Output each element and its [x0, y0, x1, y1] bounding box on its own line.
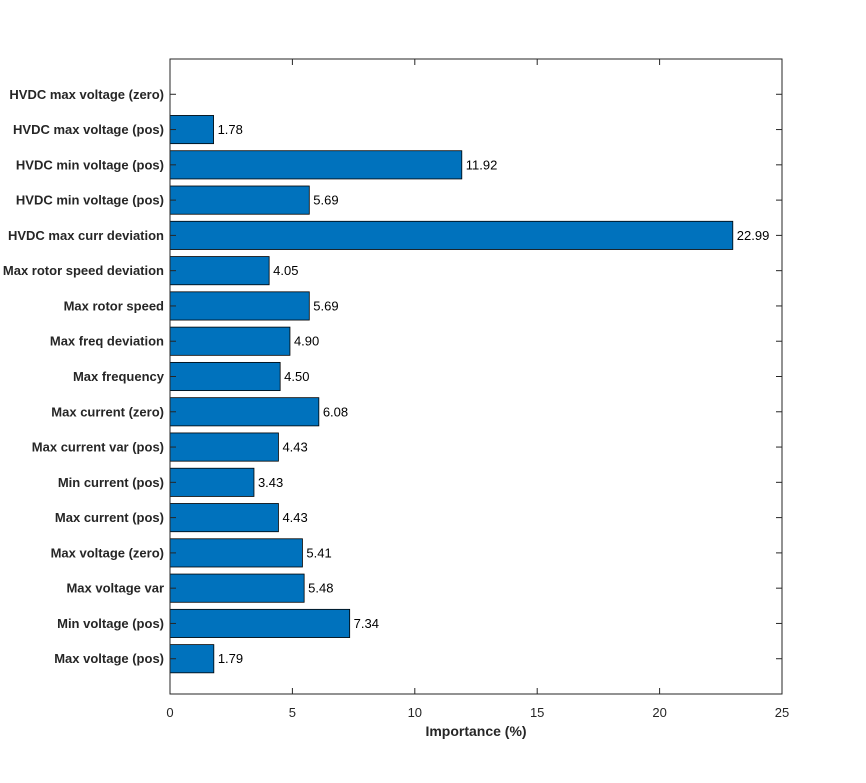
category-label: Max freq deviation: [50, 334, 164, 349]
data-label: 6.08: [323, 404, 348, 419]
bar: [169, 432, 279, 462]
data-label: 4.90: [294, 334, 319, 349]
data-label: 4.05: [273, 263, 298, 278]
x-axis-title: Importance (%): [425, 723, 526, 739]
labels-layer: HVDC max voltage (zero) HVDC max voltage …: [3, 87, 789, 720]
data-label: 4.43: [282, 440, 307, 455]
data-label: 4.50: [284, 369, 309, 384]
x-tick-label: 15: [530, 705, 544, 720]
data-label: 1.79: [218, 651, 243, 666]
data-label: 7.34: [354, 616, 379, 631]
category-label: Min current (pos): [58, 475, 164, 490]
bar: [169, 115, 214, 145]
axes-layer: [169, 58, 783, 695]
bar: [169, 644, 215, 674]
category-label: Max current var (pos): [32, 440, 164, 455]
bar: [169, 467, 255, 497]
x-tick-label: 0: [166, 705, 173, 720]
bar: [169, 608, 351, 638]
category-label: Max voltage var: [66, 581, 164, 596]
category-label: Max current (pos): [55, 510, 164, 525]
data-label: 5.69: [313, 298, 338, 313]
category-label: HVDC min voltage (pos): [16, 193, 164, 208]
category-label: Max voltage (zero): [51, 545, 164, 560]
category-label: Max current (zero): [51, 404, 164, 419]
category-label: HVDC min voltage (pos): [16, 157, 164, 172]
data-label: 22.99: [737, 228, 770, 243]
category-label: HVDC max voltage (pos): [13, 122, 164, 137]
category-label: Max rotor speed deviation: [3, 263, 164, 278]
x-tick-label: 25: [775, 705, 789, 720]
data-label: 5.48: [308, 581, 333, 596]
bar: [169, 397, 320, 427]
data-label: 11.92: [466, 157, 498, 172]
bar: [169, 150, 463, 180]
x-tick-label: 10: [408, 705, 422, 720]
category-label: HVDC max voltage (zero): [9, 87, 164, 102]
category-label: Max frequency: [73, 369, 165, 384]
bar: [169, 538, 303, 568]
x-tick-label: 5: [289, 705, 296, 720]
x-tick-label: 20: [652, 705, 666, 720]
data-label: 5.69: [313, 193, 338, 208]
category-label: Max rotor speed: [64, 298, 164, 313]
bar: [169, 503, 279, 533]
bar: [169, 326, 291, 356]
bar: [169, 291, 310, 321]
data-label: 3.43: [258, 475, 283, 490]
bar: [169, 220, 734, 250]
bars-layer: [169, 115, 734, 674]
data-label: 5.41: [306, 545, 331, 560]
bar: [169, 573, 305, 603]
category-label: HVDC max curr deviation: [8, 228, 164, 243]
data-label: 4.43: [282, 510, 307, 525]
category-label: Max voltage (pos): [54, 651, 164, 666]
bar: [169, 185, 310, 215]
category-label: Min voltage (pos): [57, 616, 164, 631]
bar: [169, 256, 270, 286]
data-label: 1.78: [218, 122, 243, 137]
bar: [169, 361, 281, 392]
